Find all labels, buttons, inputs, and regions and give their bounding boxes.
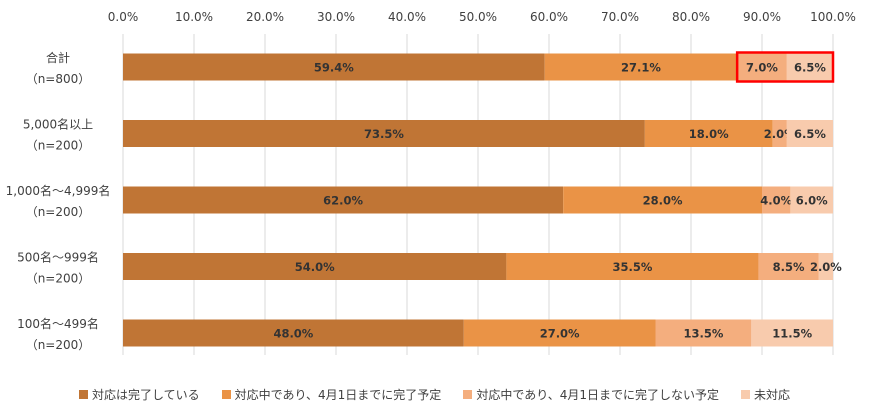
data-label: 4.0%	[760, 194, 792, 208]
bar-segment	[463, 319, 656, 347]
bar-segment	[655, 319, 752, 347]
bar-segment	[762, 186, 791, 214]
category-label: 合計	[46, 50, 70, 65]
category-label: 500名～999名	[17, 250, 99, 265]
category-labels: 合計 （n=800） 5,000名以上 （n=200） 1,000名～4,999名 （n=…	[6, 50, 111, 352]
data-label: 73.5%	[364, 127, 404, 141]
data-label: 27.1%	[621, 61, 661, 75]
data-label: 13.5%	[683, 327, 723, 341]
bar-segment	[123, 120, 645, 147]
data-label: 59.4%	[314, 61, 354, 75]
legend-item: 未対応	[740, 386, 790, 403]
bar-segment	[786, 120, 833, 147]
legend-label: 未対応	[753, 388, 790, 402]
x-tick-label: 60.0%	[530, 10, 568, 24]
category-label: 5,000名以上	[23, 117, 93, 132]
data-label: 27.0%	[540, 327, 580, 341]
category-sample-size: （n=800）	[26, 72, 91, 86]
x-tick-label: 70.0%	[601, 10, 639, 24]
bar-segment	[737, 53, 787, 81]
category-label: 100名～499名	[17, 316, 99, 331]
x-tick-label: 30.0%	[317, 10, 355, 24]
data-label: 11.5%	[772, 327, 812, 341]
x-tick-label: 20.0%	[246, 10, 284, 24]
legend: 対応は完了している 対応中であり、4月1日までに完了予定 対応中であり、4月1日まで…	[0, 386, 869, 403]
bar-segment	[818, 253, 833, 280]
legend-label: 対応は完了している	[91, 388, 200, 402]
category-label: 1,000名～4,999名	[6, 183, 111, 198]
bar-segment	[644, 120, 773, 147]
x-tick-label: 10.0%	[175, 10, 213, 24]
highlight-box	[735, 51, 835, 83]
legend-label: 対応中であり、4月1日までに完了予定	[234, 388, 442, 402]
bar-segment	[123, 186, 564, 214]
data-label: 28.0%	[643, 194, 683, 208]
legend-item: 対応中であり、4月1日までに完了予定	[221, 386, 442, 403]
category-sample-size: （n=200）	[26, 338, 91, 352]
bar-segment	[786, 53, 833, 81]
x-tick-label: 40.0%	[388, 10, 426, 24]
data-label: 6.5%	[794, 127, 826, 141]
data-label: 54.0%	[295, 260, 335, 274]
data-label: 62.0%	[323, 194, 363, 208]
bar-segment	[123, 53, 545, 81]
highlight-rect	[735, 51, 835, 83]
data-label: 6.5%	[794, 61, 826, 75]
x-tick-label: 80.0%	[672, 10, 710, 24]
legend-item: 対応中であり、4月1日までに完了しない予定	[463, 386, 719, 403]
bars: 59.4% 27.1% 7.0% 6.5% 73.5% 18.0% 2.0% 6.5% 62.0…	[123, 53, 842, 347]
category-sample-size: （n=200）	[26, 139, 91, 153]
bar-segment	[751, 319, 833, 347]
category-sample-size: （n=200）	[26, 205, 91, 219]
legend-item: 対応は完了している	[78, 386, 200, 403]
bar-segment	[772, 120, 787, 147]
x-tick-label: 50.0%	[459, 10, 497, 24]
category-sample-size: （n=200）	[26, 272, 91, 286]
bar-segment	[544, 53, 738, 81]
data-label: 8.5%	[773, 260, 805, 274]
x-axis-ticks: 0.0% 10.0% 20.0% 30.0% 40.0% 50.0% 60.0% 70.0% 8…	[108, 10, 856, 24]
bar-segment	[790, 186, 833, 214]
x-tick-label: 0.0%	[108, 10, 139, 24]
legend-label: 対応中であり、4月1日までに完了しない予定	[476, 388, 719, 402]
bar-segment	[758, 253, 819, 280]
data-label: 7.0%	[746, 61, 778, 75]
bar-segment	[563, 186, 762, 214]
data-label: 18.0%	[689, 127, 729, 141]
data-label: 48.0%	[273, 327, 313, 341]
bar-segment	[123, 253, 507, 280]
data-label: 35.5%	[612, 260, 652, 274]
x-tick-label: 90.0%	[743, 10, 781, 24]
legend-swatch	[221, 390, 231, 399]
legend-swatch	[463, 390, 473, 399]
bar-segment	[506, 253, 759, 280]
bar-segment	[123, 319, 464, 347]
x-tick-label: 100.0%	[810, 10, 856, 24]
data-label: 6.0%	[796, 194, 828, 208]
data-label: 2.0%	[810, 260, 842, 274]
legend-swatch	[740, 390, 750, 399]
legend-swatch	[78, 390, 88, 399]
